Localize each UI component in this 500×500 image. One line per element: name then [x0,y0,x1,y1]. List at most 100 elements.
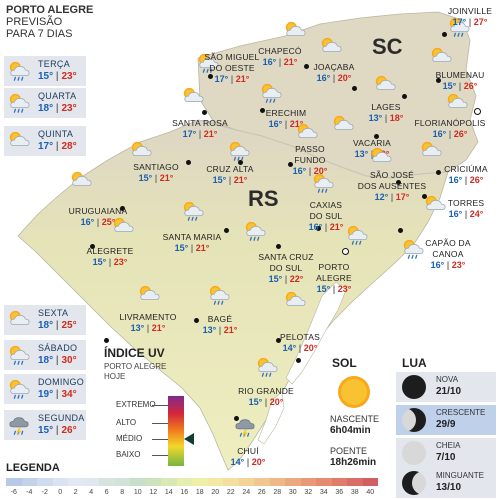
city-min: 16° [316,73,331,83]
header-line2: PARA 7 DIAS [6,28,73,40]
moon-phase-name: MINGUANTE [436,471,484,480]
moon-phase-row: CHEIA 7/10 [396,438,496,468]
day-min: 18° [38,355,54,366]
lagoa-dos-patos [285,281,347,385]
legend-swatch [99,478,115,486]
sun-cloud-rain-icon [403,239,424,259]
sun-cloud-rain-icon [347,225,368,245]
city-chui: CHUÍ 14° | 20° [203,446,293,468]
day-name: TERÇA [38,59,71,69]
city-temps: 15° | 21° [138,173,174,183]
city-marker-bage [194,318,199,323]
legend-tick: 12 [149,489,158,496]
city-marker-santa-cruz-do-sul [276,244,281,249]
uv-subtitle: PORTO ALEGRE HOJE [104,362,166,382]
sun-cloud-icon [371,147,392,162]
moon-phase-name: CHEIA [436,441,461,450]
city-temps: 12° | 17° [374,192,410,202]
sun-cloud-icon [71,171,92,186]
day-temps: 15° | 26° [38,425,77,436]
city-name-line2: ALEGRE [316,273,352,283]
city-min: 15° [212,175,227,185]
city-min: 15° [174,243,189,253]
city-min: 13° [130,323,145,333]
city-name: SANTIAGO [133,162,179,172]
forecast-header: PORTO ALEGRE PREVISÃO PARA 7 DIAS [6,4,93,40]
day-forecast-row: SEXTA 18° | 25° [4,305,86,335]
sunrise-label: NASCENTE [330,414,380,424]
city-max: 20° [251,457,266,467]
city-name: ERECHIM [265,108,307,118]
city-min: 14° [282,343,297,353]
uv-level-label: ALTO [116,418,137,427]
legend-color-bar [6,478,378,486]
day-name: SÁBADO [38,343,78,353]
city-max: 26° [469,175,484,185]
legend-swatch [176,478,192,486]
sun-cloud-icon [297,123,318,138]
day-forecast-row: TERÇA 15° | 23° [4,56,86,86]
legend-swatch [238,478,254,486]
city-temps: 13° | 21° [202,325,238,335]
legend-swatch [145,478,161,486]
day-forecast-row: QUINTA 17° | 28° [4,126,86,156]
moon-phase-date: 21/10 [436,386,462,397]
city-marker-porto-alegre [342,248,349,255]
city-name-line2: DO SUL [269,263,303,273]
city-temps: 16° | 20° [292,166,328,176]
day-max: 34° [61,389,77,400]
legend-tick: 8 [120,489,125,496]
legend-tick: 24 [242,489,251,496]
moon-phase-date: 29/9 [436,419,456,430]
day-temps: 18° | 25° [38,320,77,331]
city-name: CRICIÚMA [444,164,488,174]
city-alegrete: ALEGRETE 15° | 23° [65,246,155,268]
day-max: 23° [61,103,77,114]
city-name: FLORIANÓPOLIS [414,118,486,128]
day-min: 15° [38,71,54,82]
legend-title: LEGENDA [6,462,60,474]
moon-phase-icon [402,375,426,399]
city-max: 21° [233,175,248,185]
city-marker-pelotas [276,338,281,343]
storm-icon [235,419,255,438]
city-min: 15° [248,397,263,407]
city-name: CHUÍ [237,446,259,456]
legend-tick: -2 [41,489,48,496]
storm-icon [9,417,29,436]
city-uruguaiana: URUGUAIANA 16° | 25° [53,206,143,228]
city-max: 20° [337,73,352,83]
sun-icon [338,376,370,408]
uv-level-label: EXTREMO [116,400,156,409]
city-max: 17° [395,192,410,202]
sun-cloud-rain-icon [198,53,219,73]
city-min: 16° [308,222,323,232]
legend-tick: 14 [164,489,173,496]
city-porto-alegre: PORTO ALEGRE 15° | 23° [289,262,379,295]
city-marker-criciuma [436,170,441,175]
city-max: 23° [337,284,352,294]
city-temps: 15° | 26° [442,81,478,91]
city-max: 21° [223,325,238,335]
uv-level-label: MÉDIO [116,434,143,443]
city-marker-livramento [104,338,109,343]
moon-phase-icon [402,408,426,432]
sun-cloud-icon [285,21,306,36]
day-name: SEXTA [38,308,69,318]
city-max: 21° [195,243,210,253]
city-santiago: SANTIAGO 15° | 21° [111,162,201,184]
moon-phase-name: NOVA [436,375,459,384]
city-temps: 16° | 26° [432,129,468,139]
legend-ticks: -6 -4 -2 0 2 4 6 8 10 12 14 16 18 20 22 24 26 28 30 32 34 36 3… [6,489,378,499]
day-max: 26° [61,425,77,436]
city-marker-cruz-alta [238,160,243,165]
city-max: 18° [389,113,404,123]
city-marker-chapeco [304,64,309,69]
day-forecast-row: QUARTA 18° | 23° [4,88,86,118]
uv-level-tick [152,455,168,456]
city-marker-joacaba [352,86,357,91]
uv-level-label: BAIXO [116,450,141,459]
city-name: LIVRAMENTO [119,312,177,322]
day-temps: 18° | 30° [38,355,77,366]
legend-swatch [114,478,130,486]
